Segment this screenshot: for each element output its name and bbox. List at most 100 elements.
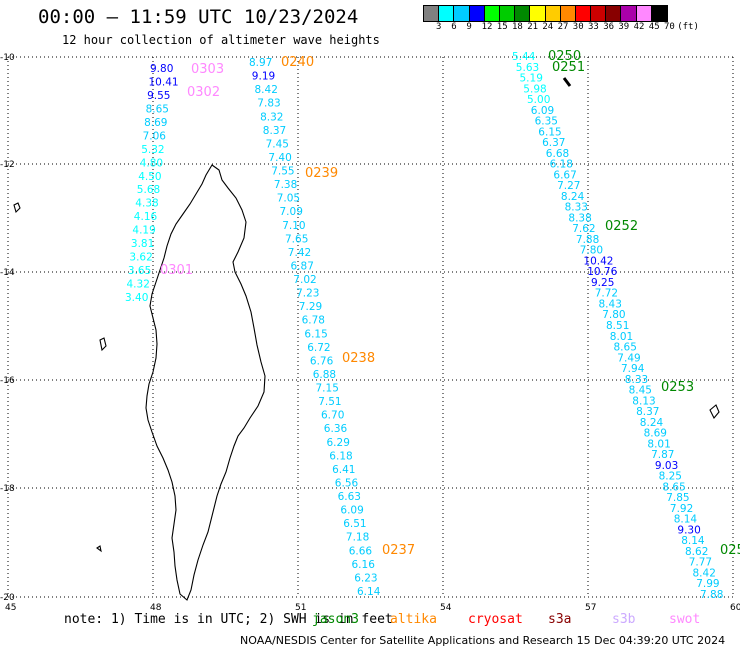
track-c-value: 8.14 — [681, 535, 705, 547]
mayotte-islet — [99, 337, 107, 352]
latitude-label: -20 — [0, 593, 15, 603]
track-c-value: 8.65 — [662, 481, 685, 493]
color-swatch — [621, 6, 637, 21]
color-scale-label: 18 — [512, 22, 523, 32]
color-swatch — [439, 6, 455, 21]
track-c-value: 7.99 — [696, 578, 719, 590]
track-b-value: 7.40 — [268, 152, 291, 164]
track-c-value: 6.68 — [546, 148, 569, 160]
color-swatch — [530, 6, 546, 21]
pass-id-label: 0253 — [661, 380, 694, 395]
track-b-value: 6.36 — [324, 423, 348, 435]
track-a-value: 9.55 — [147, 90, 170, 102]
color-swatch — [591, 6, 607, 21]
track-c-value: 5.44 — [512, 51, 536, 63]
track-b-value: 7.83 — [257, 98, 280, 110]
track-c-value: 8.24 — [561, 191, 585, 203]
track-c-value: 7.87 — [651, 449, 674, 461]
track-c-value: 8.45 — [629, 385, 652, 397]
track-c-value: 8.62 — [685, 546, 708, 558]
track-b-value: 6.29 — [327, 437, 350, 449]
track-c-value: 6.15 — [538, 126, 561, 138]
color-scale-label: (ft) — [677, 22, 699, 32]
track-c-value: 8.25 — [659, 471, 682, 483]
track-c-value: 7.88 — [576, 234, 599, 246]
track-c-value: 7.94 — [621, 363, 645, 375]
track-b-value: 7.51 — [318, 396, 341, 408]
track-c-value: 8.14 — [674, 514, 698, 526]
track-c-value: 8.37 — [636, 406, 659, 418]
track-c-value: 5.98 — [523, 83, 546, 95]
track-b-value: 6.87 — [291, 261, 314, 273]
note-text: note: 1) Time is in UTC; 2) SWH is in fe… — [64, 612, 393, 627]
track-c-value: 8.43 — [599, 299, 622, 311]
credit-line: NOAA/NESDIS Center for Satellite Applica… — [240, 634, 726, 647]
track-b-value: 7.18 — [346, 532, 369, 544]
color-scale-label: 12 — [481, 22, 493, 32]
longitude-label: 48 — [150, 603, 162, 613]
track-c-value: 7.80 — [580, 245, 603, 257]
color-swatch — [499, 6, 516, 21]
color-swatch — [606, 6, 622, 21]
longitude-label: 45 — [5, 603, 16, 613]
color-scale-label: 21 — [527, 22, 539, 32]
pass-id-label: 0239 — [305, 166, 338, 181]
track-b-value: 7.45 — [266, 138, 289, 150]
track-b-value: 8.97 — [249, 57, 272, 69]
color-scale-label: 6 — [451, 22, 457, 32]
track-b-value: 6.76 — [310, 355, 334, 367]
track-c-value: 8.01 — [610, 331, 633, 343]
color-scale-label: 30 — [572, 22, 584, 32]
track-a-value: 3.40 — [125, 292, 148, 304]
track-a-value: 4.38 — [135, 198, 158, 210]
track-c-value: 6.67 — [553, 169, 576, 181]
track-a-value: 8.65 — [146, 103, 169, 115]
track-a-value: 4.16 — [134, 211, 158, 223]
track-b-value: 6.66 — [349, 545, 373, 557]
pass-id-label: 0302 — [187, 85, 220, 100]
track-c-value: 7.72 — [595, 288, 618, 300]
track-a-value: 8.69 — [144, 117, 167, 129]
color-scale-label: 36 — [603, 22, 615, 32]
latitude-label: -18 — [0, 484, 15, 494]
color-swatch — [454, 6, 470, 21]
legend-s3b: s3b — [612, 612, 636, 627]
track-c-value: 7.92 — [670, 503, 693, 515]
latitude-label: -10 — [0, 53, 15, 63]
track-b-value: 7.02 — [293, 274, 316, 286]
color-scale-label: 15 — [496, 22, 508, 32]
track-b-value: 6.70 — [321, 410, 344, 422]
color-scale-label: 70 — [664, 22, 675, 32]
track-c-value: 9.30 — [677, 524, 700, 536]
track-a-value: 9.80 — [150, 63, 173, 75]
track-c-value: 8.42 — [693, 568, 716, 580]
track-b-value: 6.41 — [332, 464, 355, 476]
comoros-islet — [13, 202, 21, 214]
track-c-value: 6.37 — [542, 137, 565, 149]
map-title: 00:00 – 11:59 UTC 10/23/2024 — [38, 6, 359, 28]
track-b-value: 8.32 — [260, 111, 283, 123]
color-scale-label: 33 — [588, 22, 599, 32]
track-c-value: 7.77 — [689, 557, 712, 569]
color-swatch — [560, 6, 576, 21]
track-c-value: 8.33 — [625, 374, 648, 386]
track-a-value: 4.32 — [127, 279, 150, 291]
longitude-label: 54 — [440, 603, 452, 613]
track-c-value: 7.62 — [572, 223, 595, 235]
track-b-value: 8.37 — [263, 125, 286, 137]
pass-id-label: 0237 — [382, 543, 415, 558]
track-c-value: 7.27 — [557, 180, 580, 192]
pass-id-label: 025 — [720, 543, 740, 558]
track-a-value: 7.06 — [143, 130, 167, 142]
track-b-value: 7.05 — [277, 193, 300, 205]
pass-id-label: 0301 — [160, 263, 193, 278]
color-scale-label: 24 — [542, 22, 554, 32]
track-c-value: 8.13 — [632, 395, 655, 407]
track-b-value: 9.19 — [252, 71, 275, 83]
color-scale-label: 27 — [557, 22, 569, 32]
track-c-value: 7.88 — [700, 589, 723, 601]
track-c-value: 6.18 — [550, 159, 573, 171]
track-b-value: 6.78 — [302, 315, 325, 327]
track-b-value: 7.42 — [288, 247, 311, 259]
